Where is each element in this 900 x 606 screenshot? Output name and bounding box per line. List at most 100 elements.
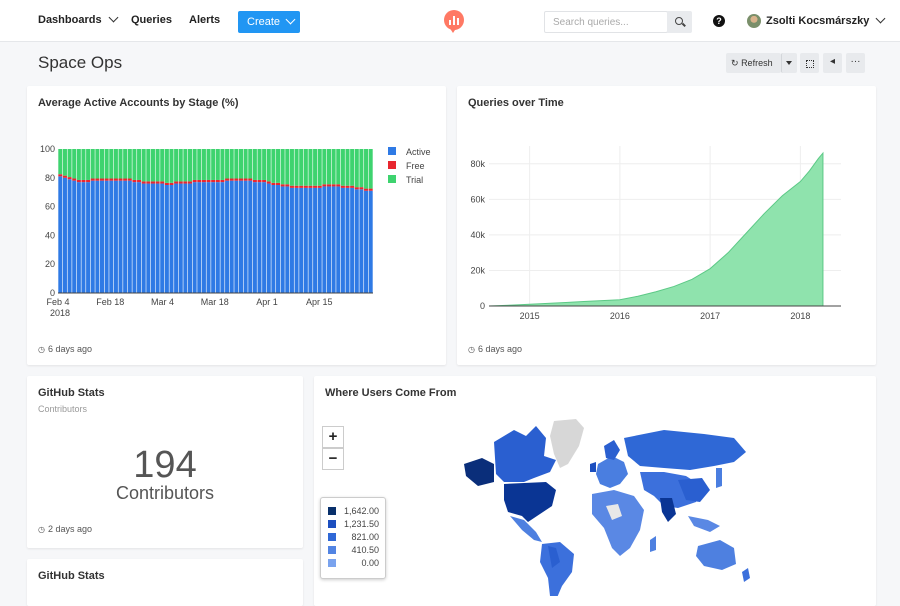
x-tick-label: Feb 18 — [96, 297, 124, 307]
bar-trial — [331, 149, 336, 185]
page-title: Space Ops — [38, 53, 123, 72]
bar-free — [192, 179, 197, 183]
legend-label: Trial — [406, 175, 423, 185]
user-menu[interactable]: Zsolti Kocsmárszky — [766, 13, 886, 27]
area-series — [488, 151, 824, 307]
map-region-brazil-north — [548, 546, 560, 568]
bar-active — [174, 183, 179, 293]
bar-free — [252, 179, 257, 183]
stacked-bar-chart: 0 20 40 60 80 100 Feb 4 Feb 18 Mar 4 Mar 18 Apr 1 A… — [40, 144, 431, 318]
bar-free — [225, 178, 230, 181]
widget-title: GitHub Stats — [38, 570, 105, 582]
bar-trial — [234, 149, 239, 179]
bar-free — [257, 179, 262, 183]
bar-active — [164, 185, 169, 293]
bar-active — [113, 180, 118, 293]
bar-trial — [262, 149, 267, 180]
bar-active — [141, 183, 146, 293]
bar-trial — [280, 149, 285, 185]
bar-active — [294, 187, 299, 293]
create-button[interactable]: Create — [238, 11, 300, 33]
bar-free — [99, 178, 105, 181]
x-tick-label: 2017 — [700, 311, 720, 321]
bar-free — [123, 178, 128, 181]
more-options-button[interactable]: ··· — [846, 53, 865, 73]
bar-active — [188, 183, 193, 293]
bar-active — [132, 182, 137, 293]
bar-active — [90, 180, 95, 293]
map-region-africa-nodata — [606, 504, 622, 520]
bar-trial — [183, 149, 188, 182]
bar-active — [326, 186, 332, 293]
bar-free — [234, 178, 239, 181]
map-region-south-america — [540, 542, 574, 596]
bar-trial — [90, 149, 95, 179]
bar-trial — [308, 149, 313, 186]
zoom-out-button[interactable]: − — [322, 448, 344, 470]
bar-free — [58, 174, 63, 177]
bar-trial — [289, 149, 294, 186]
bar-active — [67, 179, 72, 293]
map-region-usa — [504, 482, 556, 522]
bar-free — [188, 181, 193, 184]
legend-value: 1,642.00 — [343, 505, 379, 516]
refresh-options-button[interactable] — [781, 53, 797, 73]
legend-row: 410.50 — [328, 543, 385, 556]
bar-free — [364, 188, 369, 191]
bar-active — [81, 182, 86, 293]
avatar[interactable] — [747, 14, 761, 28]
widget-subtitle: Contributors — [38, 404, 88, 414]
help-icon[interactable]: ? — [713, 15, 725, 27]
bar-trial — [164, 149, 169, 183]
chevron-down-icon[interactable] — [108, 12, 119, 23]
redash-logo-icon[interactable] — [444, 10, 464, 30]
bar-active — [197, 182, 202, 293]
bar-trial — [206, 149, 211, 180]
bar-free — [322, 184, 327, 187]
updated-time: 2 days ago — [38, 524, 92, 534]
bar-active — [215, 182, 220, 293]
bar-free — [368, 188, 373, 191]
bar-trial — [313, 149, 318, 186]
search-input[interactable]: Search queries... — [544, 11, 668, 33]
bar-trial — [146, 149, 151, 182]
legend-swatch — [328, 532, 336, 541]
nav-alerts[interactable]: Alerts — [189, 14, 221, 26]
map-region-new-zealand — [742, 568, 750, 582]
legend-label: Active — [406, 147, 431, 157]
fullscreen-icon[interactable] — [800, 53, 819, 73]
create-label: Create — [247, 16, 281, 28]
bar-active — [271, 185, 276, 293]
refresh-label: Refresh — [741, 58, 773, 68]
bar-trial — [271, 149, 276, 183]
bar-trial — [197, 149, 202, 180]
bar-free — [359, 187, 364, 190]
nav-dashboards[interactable]: Dashboards — [38, 12, 119, 26]
x-tick-label: Mar 18 — [201, 297, 229, 307]
zoom-in-button[interactable]: + — [322, 426, 344, 448]
search-icon[interactable] — [667, 11, 692, 33]
x-tick-label: Mar 4 — [151, 297, 174, 307]
bar-active — [146, 183, 151, 293]
bar-active — [86, 182, 91, 293]
bar-free — [72, 178, 77, 181]
bar-trial — [76, 149, 81, 180]
bar-active — [336, 186, 341, 293]
share-icon[interactable]: ◂ — [823, 53, 842, 73]
legend-row: 821.00 — [328, 530, 385, 543]
bar-active — [289, 187, 294, 293]
bar-free — [211, 179, 216, 183]
world-choropleth-map[interactable] — [464, 416, 754, 596]
bar-free — [86, 179, 91, 183]
bar-free — [313, 185, 318, 188]
bar-trial — [81, 149, 86, 180]
nav-queries[interactable]: Queries — [131, 14, 172, 26]
bar-free — [81, 179, 86, 183]
bar-trial — [225, 149, 230, 179]
bar-free — [326, 184, 332, 187]
legend-row: 1,231.50 — [328, 517, 385, 530]
bar-trial — [345, 149, 350, 186]
map-region-alaska — [464, 458, 494, 486]
refresh-button[interactable]: ↻ Refresh — [726, 53, 781, 73]
refresh-icon: ↻ — [731, 58, 739, 68]
